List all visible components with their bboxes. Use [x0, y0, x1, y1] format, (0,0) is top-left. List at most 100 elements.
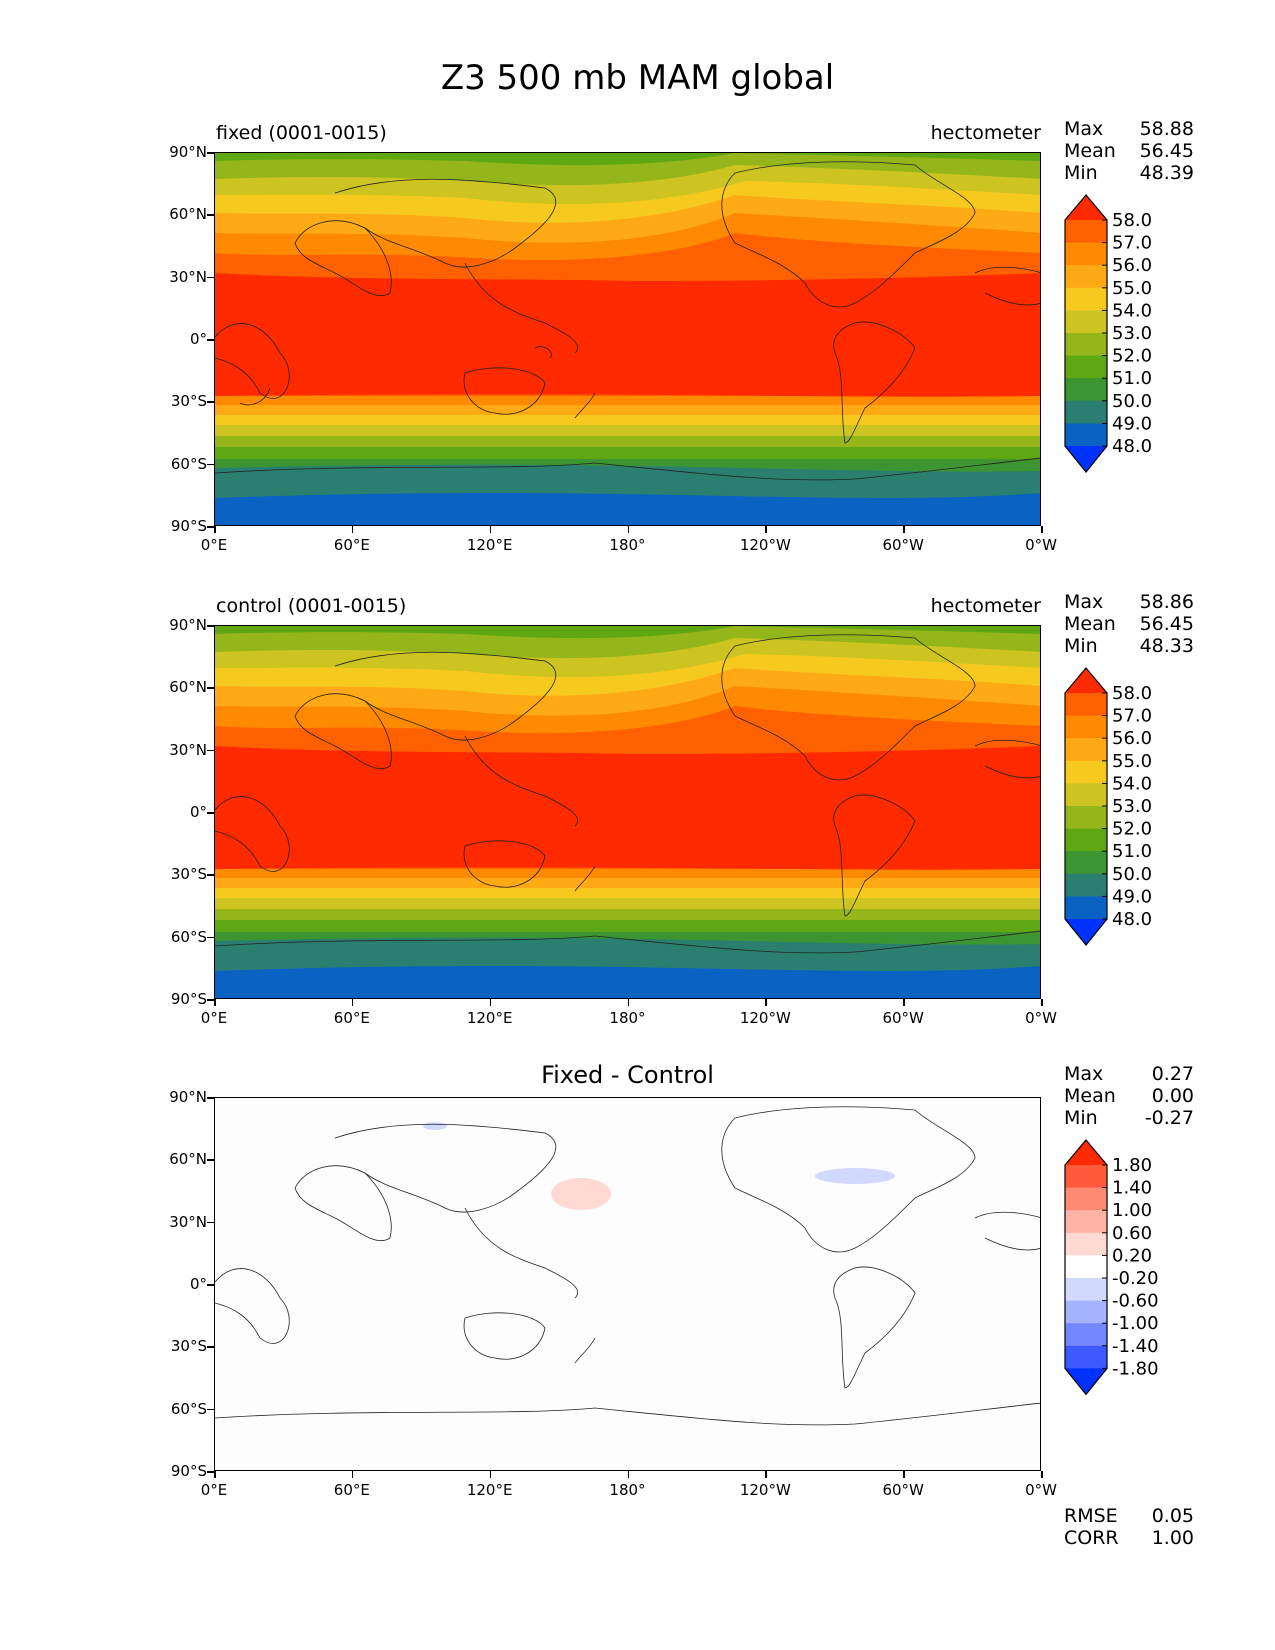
y-tick-label: 60°S: [170, 1399, 207, 1418]
stat-mean-value: 0.00: [1151, 1085, 1194, 1107]
colorbar-segment: [1065, 693, 1107, 717]
colorbar-label: 53.0: [1112, 323, 1152, 344]
colorbar-segment: [1065, 1278, 1107, 1302]
colorbar-segment: [1065, 1165, 1107, 1189]
x-tick-label: 120°E: [466, 1009, 513, 1027]
x-tick-label: 0°W: [1025, 1009, 1057, 1027]
colorbar-segment: [1065, 1300, 1107, 1324]
panel-fixed: fixed (0001-0015) hectometer: [0, 118, 1275, 622]
stat-min-label: Min: [1064, 1107, 1098, 1129]
colorbar-segment: [1065, 738, 1107, 762]
colorbar: 58.0 57.0 56.0 55.0 54.0 53.0 52.0 51.0 50.0 49.0…: [1064, 667, 1224, 953]
map-plot[interactable]: [214, 152, 1041, 526]
colorbar-segment: [1065, 1255, 1107, 1279]
y-tick-label: 30°N: [169, 267, 207, 286]
colorbar-label: 55.0: [1112, 751, 1152, 772]
colorbar-extend-top: [1065, 195, 1107, 220]
colorbar-label: 56.0: [1112, 728, 1152, 749]
figure-title: Z3 500 mb MAM global: [440, 58, 835, 98]
colorbar: 1.80 1.40 1.00 0.60 0.20 -0.20 -0.60 -1.00 -1.40…: [1064, 1139, 1224, 1402]
y-tick-mark: [207, 749, 214, 752]
colorbar-segment: [1065, 715, 1107, 739]
colorbar-label: 55.0: [1112, 278, 1152, 299]
x-tick-label: 180°: [609, 1009, 646, 1027]
colorbar-label: 53.0: [1112, 796, 1152, 817]
y-tick-mark: [207, 625, 214, 627]
stats-box: Max 0.27 Mean 0.00 Min -0.27: [1064, 1063, 1194, 1129]
y-tick-mark: [207, 874, 214, 876]
x-tick-label: 120°W: [739, 1481, 791, 1499]
colorbar-label: -0.60: [1112, 1291, 1159, 1312]
y-tick-label: 90°N: [169, 143, 207, 161]
colorbar-label: 1.00: [1112, 1200, 1152, 1221]
x-tick-mark: [627, 1471, 629, 1478]
colorbar-label: 51.0: [1112, 841, 1152, 862]
colorbar-extend-top: [1065, 1140, 1107, 1165]
stat-min-value: 48.39: [1139, 162, 1194, 184]
x-tick-mark: [903, 526, 905, 533]
x-tick-label: 60°W: [882, 536, 924, 554]
panel-left-label: control (0001-0015): [216, 595, 407, 617]
stat-mean-label: Mean: [1064, 1085, 1116, 1107]
colorbar-segment: [1065, 851, 1107, 875]
y-tick-mark: [207, 1097, 214, 1099]
stats-box: Max 58.86 Mean 56.45 Min 48.33: [1064, 591, 1194, 657]
y-tick-label: 30°S: [170, 1337, 207, 1356]
y-tick-mark: [207, 401, 214, 403]
y-tick-mark: [207, 812, 214, 814]
y-tick-mark: [207, 526, 214, 528]
colorbar-segment: [1065, 1323, 1107, 1347]
stat-min-value: 48.33: [1139, 635, 1194, 657]
y-tick-mark: [207, 1159, 214, 1161]
map-plot[interactable]: [214, 1097, 1041, 1471]
stat-mean-label: Mean: [1064, 613, 1116, 635]
colorbar-extend-bottom: [1065, 446, 1107, 472]
x-tick-label: 0°E: [200, 536, 228, 554]
colorbar-segment: [1065, 287, 1107, 311]
colorbar-label: 58.0: [1112, 683, 1152, 704]
y-tick-mark: [207, 999, 214, 1001]
x-tick-label: 60°E: [333, 1481, 370, 1499]
colorbar-segment: [1065, 806, 1107, 830]
x-tick-label: 60°E: [333, 1009, 370, 1027]
stat-min-label: Min: [1064, 635, 1098, 657]
x-tick-label: 60°W: [882, 1009, 924, 1027]
x-tick-label: 0°W: [1025, 1481, 1057, 1499]
y-tick-label: 0°: [189, 1275, 207, 1293]
y-tick-mark: [207, 152, 214, 154]
stat-min-label: Min: [1064, 162, 1098, 184]
colorbar-svg: 58.057.056.055.054.053.052.051.050.049.0…: [1064, 667, 1152, 946]
x-tick-mark: [1041, 999, 1043, 1006]
y-tick-mark: [207, 463, 214, 466]
map-plot[interactable]: [214, 625, 1041, 999]
colorbar-label: 48.0: [1112, 436, 1152, 457]
colorbar-label: 54.0: [1112, 300, 1152, 321]
colorbar-segment: [1065, 1232, 1107, 1256]
colorbar-label: 48.0: [1112, 909, 1152, 930]
stat-rmse-label: RMSE: [1064, 1505, 1118, 1527]
x-tick-label: 120°E: [466, 536, 513, 554]
colorbar-label: 52.0: [1112, 819, 1152, 840]
colorbar-label: 0.60: [1112, 1223, 1152, 1244]
y-tick-label: 90°N: [169, 616, 207, 634]
y-tick-label: 60°N: [169, 678, 207, 697]
x-tick-label: 120°W: [739, 536, 791, 554]
y-tick-label: 0°: [189, 330, 207, 348]
y-tick-label: 60°N: [169, 1150, 207, 1169]
colorbar-segment: [1065, 783, 1107, 807]
colorbar-segment: [1065, 423, 1107, 447]
colorbar-label: 52.0: [1112, 346, 1152, 367]
y-tick-mark: [207, 1346, 214, 1348]
colorbar-label: 1.40: [1112, 1178, 1152, 1199]
stat-mean-value: 56.45: [1139, 140, 1194, 162]
colorbar-segment: [1065, 1187, 1107, 1211]
x-tick-mark: [214, 1471, 216, 1478]
colorbar-label: 51.0: [1112, 368, 1152, 389]
y-tick-label: 30°N: [169, 1212, 207, 1231]
x-tick-mark: [627, 526, 629, 533]
colorbar-extend-bottom: [1065, 1368, 1107, 1395]
colorbar-label: 57.0: [1112, 706, 1152, 727]
stat-max-value: 0.27: [1151, 1063, 1194, 1085]
x-tick-mark: [489, 526, 492, 533]
rmse-corr-box: RMSE 0.05 CORR 1.00: [1064, 1505, 1194, 1549]
